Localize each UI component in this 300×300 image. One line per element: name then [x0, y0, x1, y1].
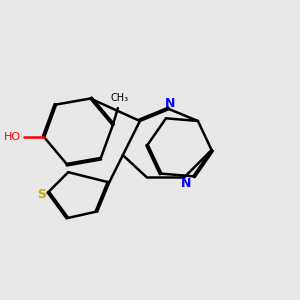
Text: N: N: [165, 98, 175, 110]
Text: N: N: [181, 177, 191, 190]
Text: HO: HO: [4, 132, 21, 142]
Text: S: S: [37, 188, 46, 201]
Text: CH₃: CH₃: [110, 93, 129, 103]
